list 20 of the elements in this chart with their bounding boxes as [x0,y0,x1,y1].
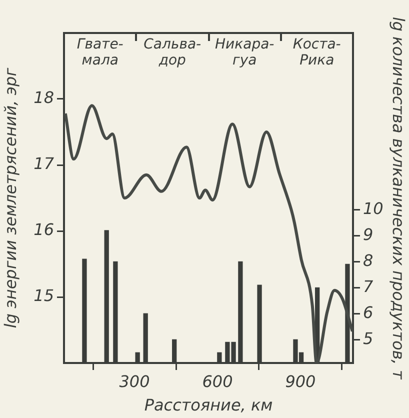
y2-tick-label: 10 [363,198,384,218]
y-axis-title: lg энергии землетрясений, эрг [0,67,20,328]
x-axis-title: Расстояние, км [144,396,273,415]
y2-axis-title: lg количества вулканических продуктов, т [389,16,408,380]
y2-tick-label: 5 [363,328,374,348]
y2-tick-label: 7 [363,276,374,296]
annotation: Сальва- дор [144,36,202,69]
x-tick-label: 300 [119,372,150,391]
x-tick-label: 900 [285,372,316,391]
y2-tick-label: 9 [363,224,374,244]
y-tick-label: 18 [34,88,54,108]
annotation: Гвате- мала [76,36,124,69]
y-tick-label: 16 [34,220,54,240]
annotation: Коста- Рика [292,36,341,69]
y-tick-label: 15 [34,286,54,306]
x-tick-label: 600 [202,372,233,391]
y-tick-label: 17 [34,154,55,174]
y2-tick-label: 8 [363,250,374,270]
annotation: Никара- гуа [215,36,274,69]
y2-tick-label: 6 [363,302,374,322]
